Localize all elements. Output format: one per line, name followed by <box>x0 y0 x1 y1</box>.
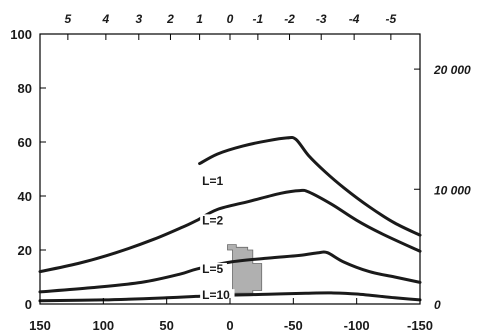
top-tick-label-4: 1 <box>196 12 203 26</box>
top-tick-label-8: -3 <box>316 12 327 26</box>
series-label-bg-4 <box>200 289 235 303</box>
curves: L=1 L=2 L=5 L=10 <box>38 135 422 303</box>
shaded-region-shape <box>227 244 263 302</box>
series-label-bg-1 <box>200 175 227 189</box>
top-tick-label-9: -4 <box>349 12 360 26</box>
top-tick-label-10: -5 <box>386 12 397 26</box>
top-tick-label-3: 2 <box>166 12 174 26</box>
y-tick-label-1: 20 <box>18 243 32 258</box>
top-tick-label-7: -2 <box>284 12 295 26</box>
top-tick-label-1: 4 <box>102 12 110 26</box>
x-tick-label-3: 0 <box>226 318 233 333</box>
top-tick-label-6: -1 <box>253 12 264 26</box>
series-label-3: L=5 <box>202 262 223 276</box>
x-tick-label-6: -150 <box>407 318 433 333</box>
top-tick-label-0: 5 <box>65 12 72 26</box>
series-label-1: L=1 <box>202 174 223 188</box>
right-tick-label-2: 20 000 <box>433 63 471 77</box>
shaded-region <box>227 244 263 302</box>
series-label-bg-2 <box>200 214 227 228</box>
y-tick-label-3: 60 <box>18 135 32 150</box>
right-tick-label-0: 0 <box>434 298 441 312</box>
series-line-3 <box>38 250 422 294</box>
top-tick-label-5: 0 <box>227 12 234 26</box>
x-tick-label-2: 50 <box>159 318 173 333</box>
y-tick-label-5: 100 <box>10 27 32 42</box>
x-tick-label-4: -50 <box>284 318 303 333</box>
y-tick-label-4: 80 <box>18 81 32 96</box>
series-label-bg-3 <box>200 262 227 276</box>
y-tick-label-2: 40 <box>18 189 32 204</box>
series-line-1 <box>198 135 422 237</box>
series-line-2 <box>38 188 422 274</box>
series-label-2: L=2 <box>202 213 223 227</box>
y-tick-label-0: 0 <box>25 297 32 312</box>
x-tick-label-5: -100 <box>344 318 370 333</box>
series-label-4: L=10 <box>202 288 230 302</box>
x-tick-label-1: 100 <box>92 318 114 333</box>
x-tick-label-0: 150 <box>29 318 51 333</box>
top-tick-label-2: 3 <box>135 12 142 26</box>
right-tick-label-1: 10 000 <box>434 183 471 197</box>
series-line-4 <box>38 291 422 303</box>
